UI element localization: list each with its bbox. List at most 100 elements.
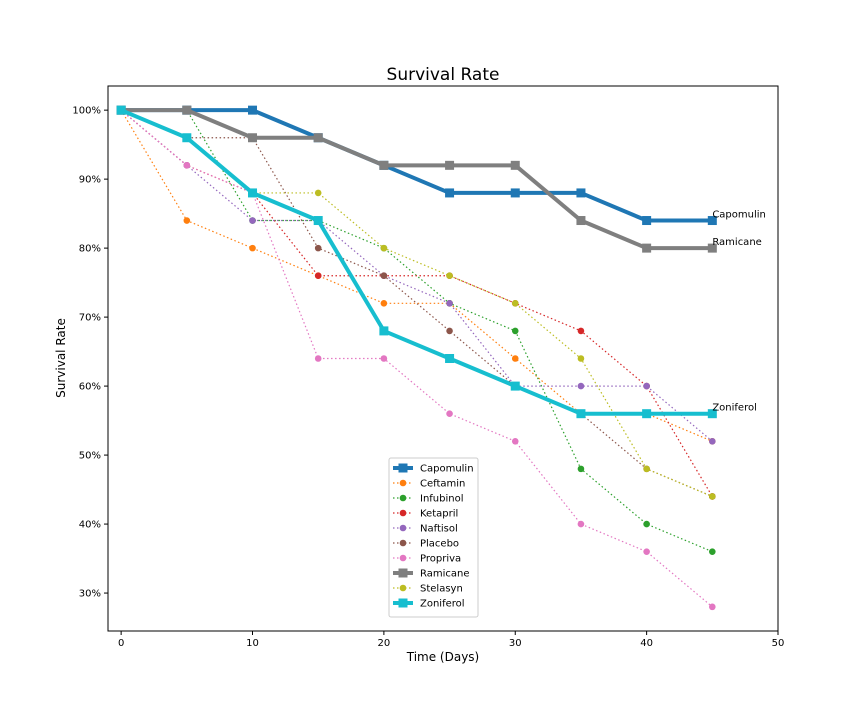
data-point <box>577 520 585 528</box>
legend-label: Placebo <box>420 539 459 550</box>
data-point <box>709 493 716 500</box>
legend-item-propriva: Propriva <box>393 554 461 565</box>
y-tick-label: 90% <box>79 175 101 186</box>
legend-label: Capomulin <box>420 464 474 475</box>
legend-marker <box>399 554 407 562</box>
data-point <box>577 465 585 473</box>
data-point <box>116 105 126 115</box>
y-tick-label: 70% <box>79 313 101 324</box>
series-line <box>120 109 713 497</box>
series-line <box>120 109 713 608</box>
x-tick-label: 50 <box>772 638 785 649</box>
y-tick-label: 30% <box>79 589 101 600</box>
data-point <box>707 216 717 226</box>
legend-item-ketapril: Ketapril <box>393 509 458 520</box>
data-point <box>643 465 650 473</box>
data-point <box>577 327 585 335</box>
data-point <box>380 272 388 280</box>
x-tick-label: 10 <box>246 638 259 649</box>
data-point <box>643 520 650 528</box>
line-annotations: Capomulin Ramicane Zoniferol <box>712 210 766 414</box>
data-point <box>642 216 652 226</box>
legend-marker <box>399 494 407 502</box>
data-point <box>182 105 192 115</box>
data-point <box>511 437 519 445</box>
legend-item-ramicane: Ramicane <box>393 568 470 580</box>
data-point <box>446 272 453 280</box>
legend-item-zoniferol: Zoniferol <box>393 598 465 610</box>
data-point <box>511 355 519 362</box>
data-point <box>707 409 717 419</box>
legend-item-stelasyn: Stelasyn <box>393 584 463 595</box>
plot-area <box>107 85 779 632</box>
data-point <box>511 300 519 307</box>
data-point <box>709 548 716 555</box>
legend-marker <box>399 539 407 547</box>
data-point <box>643 548 650 555</box>
data-point <box>511 327 519 335</box>
legend-item-infubinol: Infubinol <box>393 494 464 505</box>
data-point <box>642 243 652 253</box>
data-point <box>183 162 191 169</box>
data-point <box>446 300 453 307</box>
data-point <box>642 409 652 419</box>
legend-item-capomulin: Capomulin <box>393 463 474 475</box>
data-point <box>576 188 586 198</box>
x-tick-label: 40 <box>640 638 653 649</box>
series-line <box>120 109 713 498</box>
y-tick-label: 80% <box>79 244 101 255</box>
y-tick-label: 40% <box>79 520 101 531</box>
legend: Capomulin Ceftamin Infubinol Ketapril Naftis… <box>388 457 479 618</box>
data-point <box>379 160 389 170</box>
data-point <box>510 160 520 170</box>
legend-label: Stelasyn <box>420 584 463 595</box>
data-point <box>314 355 322 362</box>
legend-label: Ramicane <box>420 569 470 580</box>
legend-label: Propriva <box>420 554 461 565</box>
chart-title: Survival Rate <box>387 65 500 85</box>
legend-marker <box>399 524 407 532</box>
x-tick-label: 30 <box>509 638 522 649</box>
series-line <box>121 108 713 223</box>
data-point <box>380 355 388 362</box>
data-point <box>183 217 191 224</box>
data-point <box>577 382 585 390</box>
series-line <box>120 108 713 416</box>
data-point <box>576 216 586 226</box>
y-axis: 30% 40% 50% 60% 70% 80% 90% 100% <box>72 106 108 600</box>
y-tick-label: 100% <box>72 106 101 117</box>
legend-label: Infubinol <box>420 494 464 505</box>
data-point <box>510 188 520 198</box>
data-point <box>248 133 258 143</box>
annotation-capomulin: Capomulin <box>712 210 766 221</box>
y-tick-label: 60% <box>79 382 101 393</box>
data-point <box>314 244 322 252</box>
data-point <box>379 326 389 336</box>
data-point <box>709 603 716 611</box>
data-point <box>643 382 650 390</box>
series-line <box>120 109 713 498</box>
data-point <box>380 300 388 307</box>
data-point <box>577 355 585 362</box>
data-point <box>314 189 322 197</box>
legend-marker <box>398 598 408 608</box>
y-axis-label: Survival Rate <box>54 318 68 398</box>
data-point <box>445 160 455 170</box>
data-point <box>313 216 323 226</box>
legend-item-placebo: Placebo <box>393 539 459 550</box>
legend-marker <box>399 509 407 517</box>
data-point <box>248 188 258 198</box>
data-point <box>248 105 258 115</box>
data-point <box>707 243 717 253</box>
legend-marker <box>399 584 407 592</box>
series-lines <box>116 105 717 611</box>
legend-item-naftisol: Naftisol <box>393 524 458 535</box>
data-point <box>249 217 256 224</box>
data-point <box>576 409 586 419</box>
legend-marker <box>399 479 407 487</box>
data-point <box>380 244 388 252</box>
data-point <box>249 244 256 252</box>
data-point <box>445 354 455 363</box>
series-line <box>120 109 713 442</box>
legend-label: Ceftamin <box>420 479 465 490</box>
